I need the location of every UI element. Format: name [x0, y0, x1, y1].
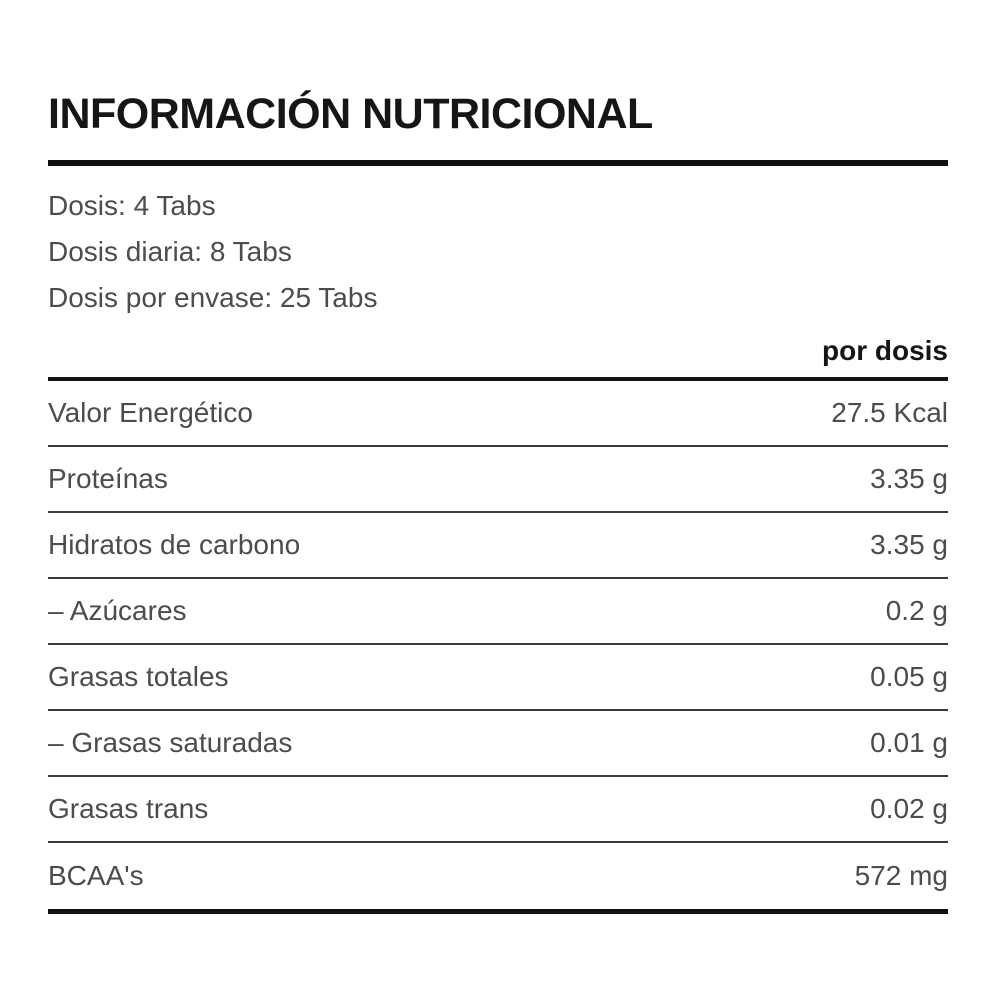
- table-row-carbohydrates: Hidratos de carbono 3.35 g: [48, 513, 948, 580]
- divider-header: [48, 377, 948, 382]
- row-value: 572 mg: [854, 860, 948, 892]
- row-label: Grasas trans: [48, 793, 209, 825]
- row-label: – Grasas saturadas: [48, 727, 293, 759]
- table-row-energy: Valor Energético 27.5 Kcal: [48, 381, 948, 448]
- row-value: 0.01 g: [870, 727, 948, 759]
- page-title: INFORMACIÓN NUTRICIONAL: [48, 90, 653, 138]
- table-row-protein: Proteínas 3.35 g: [48, 447, 948, 514]
- serving-info-block: Dosis: 4 Tabs Dosis diaria: 8 Tabs Dosis…: [48, 183, 948, 321]
- row-value: 0.2 g: [885, 595, 948, 627]
- per-dose-column-header: por dosis: [821, 335, 948, 367]
- row-label: Proteínas: [48, 463, 168, 495]
- row-label: – Azúcares: [48, 595, 187, 627]
- row-label: BCAA's: [48, 860, 144, 892]
- table-row-sugars: – Azúcares 0.2 g: [48, 579, 948, 646]
- row-label: Hidratos de carbono: [48, 529, 301, 561]
- nutrition-table: Valor Energético 27.5 Kcal Proteínas 3.3…: [48, 381, 948, 909]
- row-value: 3.35 g: [870, 463, 948, 495]
- row-value: 0.05 g: [870, 661, 948, 693]
- servings-per-container-line: Dosis por envase: 25 Tabs: [48, 282, 378, 314]
- table-row-saturated-fat: – Grasas saturadas 0.01 g: [48, 711, 948, 778]
- row-label: Valor Energético: [48, 397, 253, 429]
- row-value: 27.5 Kcal: [831, 397, 948, 429]
- serving-size-line: Dosis: 4 Tabs: [48, 190, 216, 222]
- row-value: 0.02 g: [870, 793, 948, 825]
- table-row-bcaas: BCAA's 572 mg: [48, 843, 948, 909]
- table-row-total-fat: Grasas totales 0.05 g: [48, 645, 948, 712]
- row-label: Grasas totales: [48, 661, 229, 693]
- divider-top: [48, 160, 948, 167]
- divider-bottom: [48, 909, 948, 915]
- table-row-trans-fat: Grasas trans 0.02 g: [48, 777, 948, 844]
- row-value: 3.35 g: [870, 529, 948, 561]
- nutrition-facts-panel: INFORMACIÓN NUTRICIONAL Dosis: 4 Tabs Do…: [48, 0, 948, 915]
- daily-dose-line: Dosis diaria: 8 Tabs: [48, 236, 292, 268]
